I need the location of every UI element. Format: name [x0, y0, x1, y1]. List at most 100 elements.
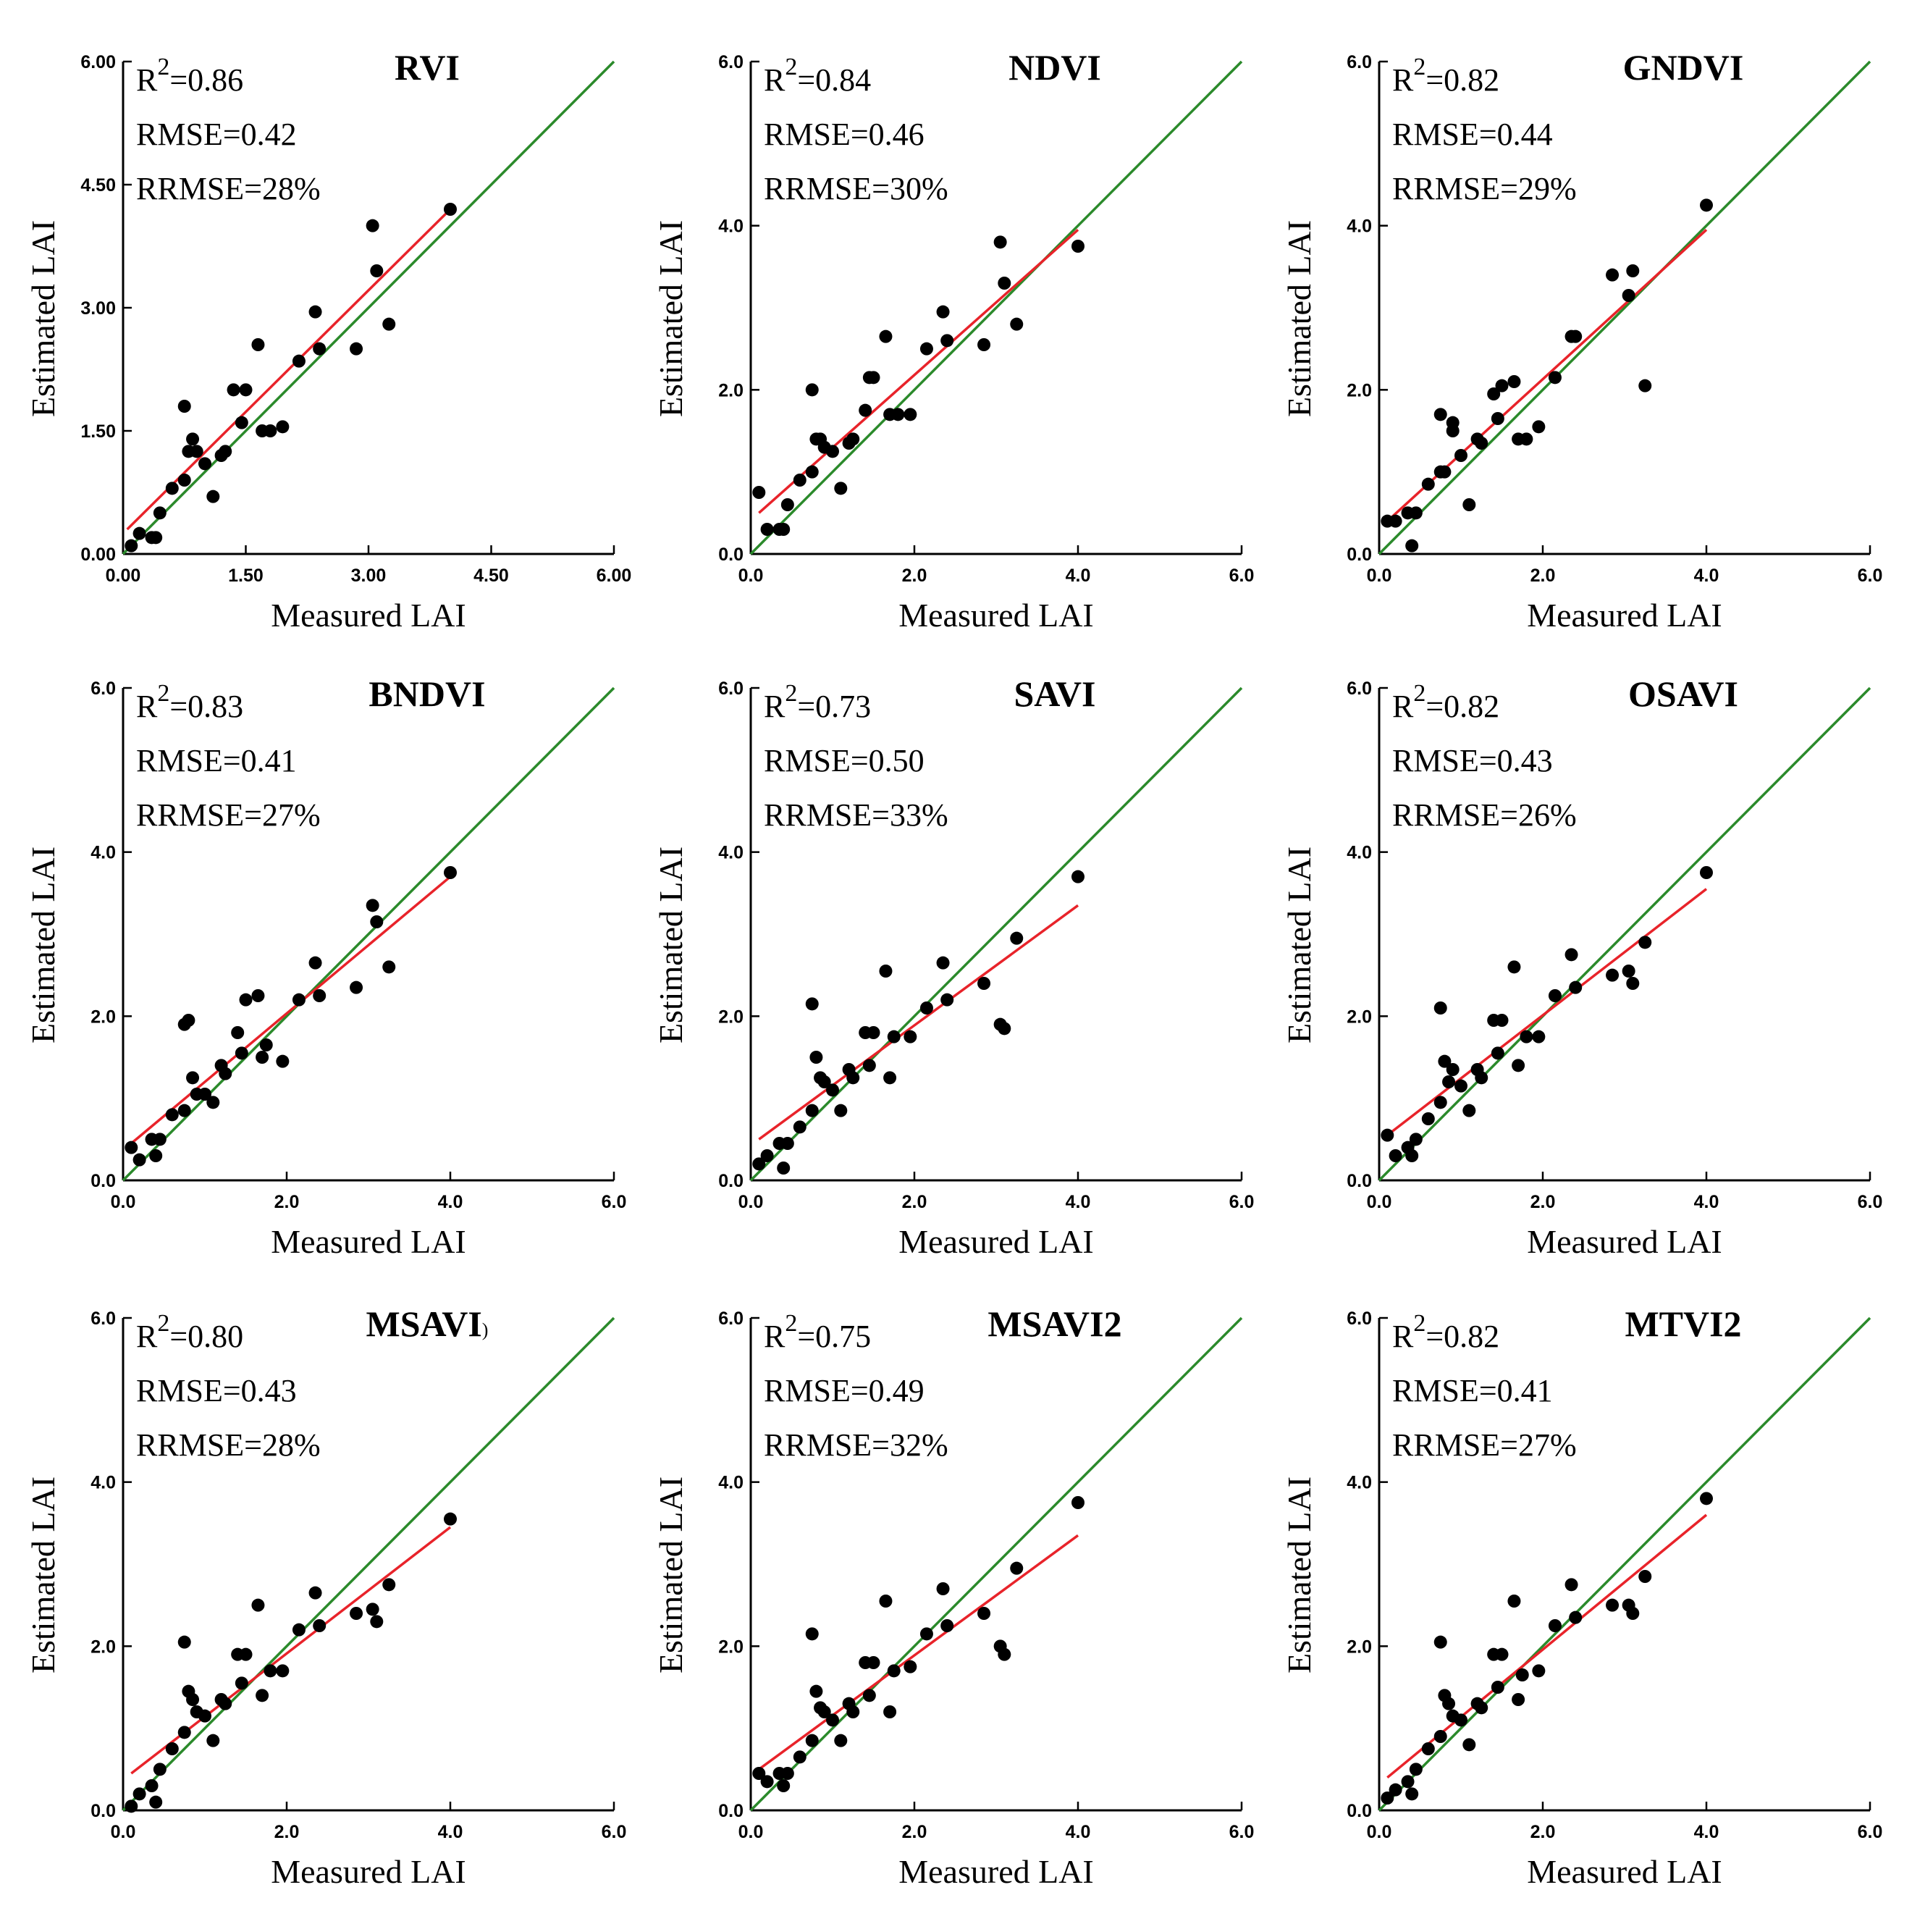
data-point [444, 203, 457, 216]
x-tick-label: 4.0 [1066, 566, 1091, 586]
data-point [826, 1713, 839, 1727]
data-point [1515, 1668, 1529, 1681]
data-point [1520, 1030, 1533, 1043]
data-point [198, 1088, 211, 1101]
data-point [862, 1689, 876, 1702]
data-point [879, 965, 893, 978]
data-point [998, 1647, 1011, 1661]
y-tick-label: 6.0 [718, 52, 744, 72]
data-point [887, 1664, 901, 1678]
x-tick-label: 4.0 [1694, 1192, 1719, 1212]
y-axis-title: Estimated LAI [652, 1477, 689, 1673]
y-tick-label: 2.0 [718, 380, 744, 400]
x-axis-title: Measured LAI [271, 597, 466, 634]
data-point [382, 960, 396, 974]
r2-value: =0.80 [169, 1319, 243, 1354]
data-point [1071, 870, 1085, 883]
y-tick-label: 6.00 [80, 52, 116, 72]
data-point [1438, 1054, 1452, 1068]
data-point [1446, 424, 1460, 437]
panel-title: BNDVI [368, 673, 485, 714]
data-point [1454, 1079, 1467, 1093]
data-point [1548, 1619, 1562, 1632]
data-point [177, 400, 191, 413]
y-tick-label: 6.0 [718, 1309, 744, 1329]
y-tick-label: 4.50 [80, 175, 116, 196]
data-point [1622, 289, 1635, 302]
data-point [940, 1619, 954, 1632]
data-point [219, 1067, 232, 1080]
r2-value: =0.86 [169, 62, 243, 98]
data-point [1548, 371, 1562, 385]
y-axis-title: Estimated LAI [652, 220, 689, 417]
data-point [780, 498, 794, 511]
data-point [1507, 1595, 1521, 1608]
x-tick-label: 6.0 [1858, 566, 1883, 586]
y-tick-label: 4.0 [1347, 1473, 1372, 1493]
data-point [1626, 1607, 1640, 1620]
data-point [1475, 1701, 1488, 1715]
identity-line [1378, 1316, 1871, 1812]
x-tick-label: 2.0 [274, 1192, 300, 1212]
data-point [1495, 1014, 1509, 1027]
panel-title: NDVI [1008, 47, 1101, 88]
data-point [1700, 1492, 1713, 1505]
r2-prefix: R [136, 689, 158, 724]
x-tick-label: 6.0 [1229, 566, 1255, 586]
panel-title: OSAVI [1628, 673, 1738, 714]
data-point [1442, 1697, 1456, 1710]
data-point [826, 445, 839, 458]
r2-superscript: 2 [1413, 1310, 1425, 1337]
data-point [1491, 1681, 1504, 1694]
x-axis-title: Measured LAI [1527, 1853, 1722, 1890]
data-point [313, 1619, 327, 1632]
y-tick-label: 4.0 [1347, 843, 1372, 863]
data-point [125, 1141, 138, 1154]
data-point [1381, 1128, 1394, 1142]
x-tick-label: 2.0 [902, 1822, 927, 1842]
y-axis-title: Estimated LAI [652, 847, 689, 1043]
data-point [904, 408, 917, 421]
rmse-annotation: RMSE=0.43 [1392, 743, 1553, 778]
y-tick-label: 2.0 [718, 1637, 744, 1657]
rmse-annotation: RMSE=0.42 [136, 117, 297, 152]
data-point [859, 403, 872, 417]
r2-annotation: R2=0.82 [1392, 680, 1499, 724]
x-tick-label: 6.0 [1858, 1192, 1883, 1212]
data-point [1454, 1713, 1467, 1727]
y-tick-label: 0.0 [1347, 1801, 1372, 1821]
data-point [1409, 1763, 1423, 1776]
x-tick-label: 4.0 [1066, 1822, 1091, 1842]
data-point [366, 899, 379, 912]
data-point [251, 1598, 265, 1612]
data-point [1564, 948, 1578, 962]
data-point [153, 1763, 167, 1776]
data-point [1606, 1598, 1620, 1612]
data-point [817, 1705, 831, 1718]
r2-annotation: R2=0.75 [764, 1310, 871, 1354]
x-tick-label: 0.0 [1367, 1192, 1392, 1212]
r2-superscript: 2 [1413, 54, 1425, 80]
panel-title-mark: ) [482, 1319, 489, 1340]
data-point [292, 354, 306, 368]
chart-panel-bndvi: 0.00.0 2.0 2.0 4.0 4.0 6.0 6.0 Measured LAI Esti… [25, 673, 626, 1260]
data-point [1421, 1112, 1435, 1125]
x-tick-label: 0.0 [111, 1822, 136, 1842]
data-point [777, 1162, 791, 1175]
data-point [834, 1734, 848, 1747]
data-point [1532, 1664, 1546, 1678]
r2-superscript: 2 [157, 680, 169, 707]
y-tick-label: 6.0 [718, 679, 744, 699]
data-point [1512, 1693, 1525, 1706]
data-point [1700, 198, 1713, 212]
data-point [752, 1767, 766, 1780]
y-axis-title: Estimated LAI [25, 1477, 62, 1673]
r2-annotation: R2=0.80 [136, 1310, 243, 1354]
data-point [308, 1586, 322, 1600]
data-point [350, 342, 363, 356]
data-point [1071, 240, 1085, 253]
data-point [177, 474, 191, 487]
chart-panel-msavi2: 0.00.0 2.0 2.0 4.0 4.0 6.0 6.0 Measured LAI Esti… [652, 1303, 1254, 1890]
fit-line [1386, 229, 1708, 522]
data-point [1462, 1738, 1476, 1752]
